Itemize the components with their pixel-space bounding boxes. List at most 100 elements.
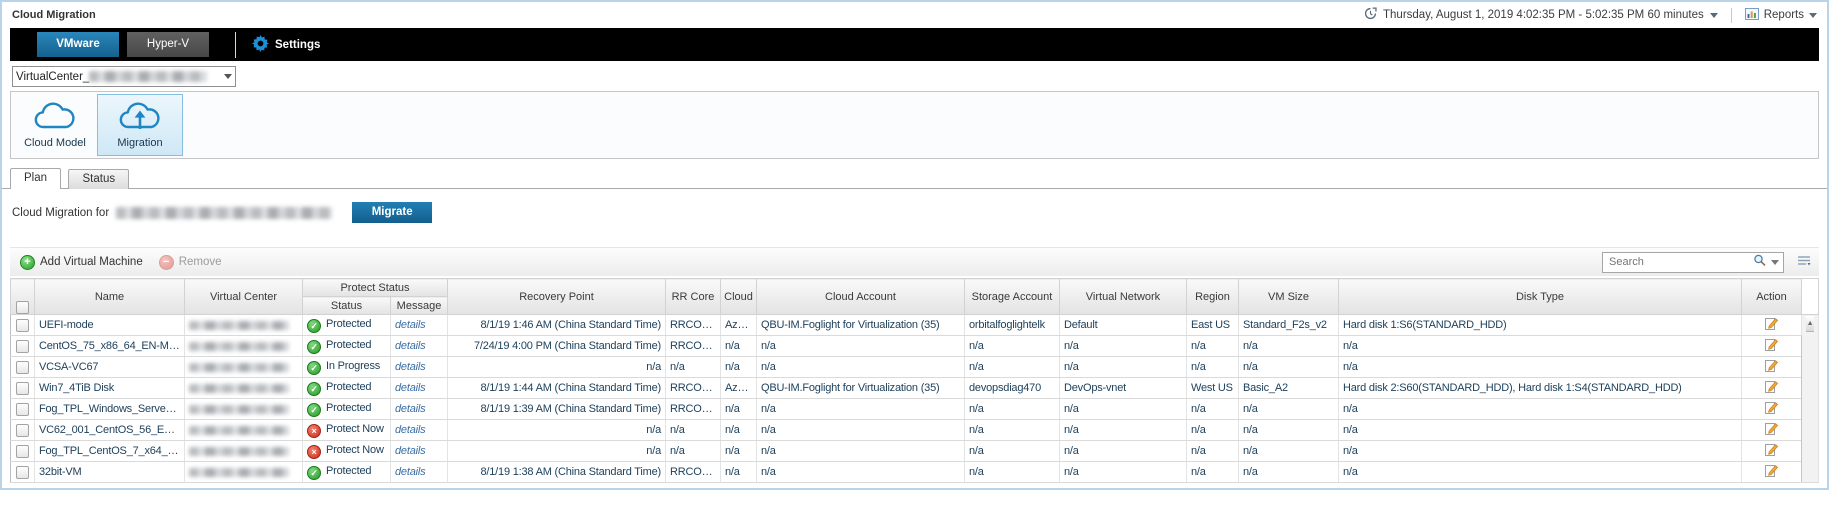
column-header-storage-account[interactable]: Storage Account <box>964 278 1060 315</box>
row-checkbox[interactable] <box>16 402 29 416</box>
cloud-cell: n/a <box>720 356 757 378</box>
column-header-recovery-point[interactable]: Recovery Point <box>447 278 666 315</box>
redacted-text <box>116 206 333 219</box>
edit-icon[interactable] <box>1764 337 1779 355</box>
row-checkbox-cell <box>10 335 35 357</box>
message-cell: details <box>390 335 448 357</box>
row-checkbox-cell <box>10 314 35 336</box>
redacted-text <box>189 446 289 456</box>
search-icon[interactable] <box>1753 254 1767 270</box>
table-scrollbar[interactable]: ▲ <box>1801 314 1819 483</box>
edit-icon[interactable] <box>1764 442 1779 460</box>
protect-status-cell: ✓ Protected <box>302 398 391 420</box>
disk-type-cell: n/a <box>1338 356 1742 378</box>
row-checkbox[interactable] <box>16 381 29 395</box>
cloud-account-cell: n/a <box>756 419 965 441</box>
table-row: UEFI-mode ✓ Protected details 8/1/19 1:46 AM… <box>10 314 1819 483</box>
action-cell <box>1741 335 1802 357</box>
row-checkbox-cell <box>10 377 35 399</box>
details-link[interactable]: details <box>395 340 426 352</box>
region-cell: n/a <box>1186 461 1239 483</box>
tile-cloud-model[interactable]: Cloud Model <box>13 94 97 156</box>
region-cell: West US <box>1186 377 1239 399</box>
details-link[interactable]: details <box>395 445 426 457</box>
grid-customizer-icon[interactable] <box>1797 255 1811 270</box>
edit-icon[interactable] <box>1764 463 1779 481</box>
storage-account-cell: n/a <box>964 419 1060 441</box>
protect-status-cell: ✓ Protected <box>302 461 391 483</box>
column-header-cloud[interactable]: Cloud <box>720 278 757 315</box>
column-header-action[interactable]: Action <box>1741 278 1802 315</box>
cloud-cell: Azure <box>720 314 757 336</box>
virtual-center-select-value: VirtualCenter_ <box>16 70 90 83</box>
column-header-disk-type[interactable]: Disk Type <box>1338 278 1742 315</box>
view-tiles-panel: Cloud Model Migration <box>10 91 1819 159</box>
vm-table-body: UEFI-mode ✓ Protected details 8/1/19 1:46 AM… <box>10 314 1819 483</box>
vmware-button[interactable]: VMware <box>37 32 119 57</box>
action-cell <box>1741 314 1802 336</box>
edit-icon[interactable] <box>1764 379 1779 397</box>
status-check-icon: ✓ <box>307 402 321 417</box>
scroll-up-arrow[interactable]: ▲ <box>1806 316 1814 332</box>
row-checkbox[interactable] <box>16 318 29 332</box>
edit-icon[interactable] <box>1764 400 1779 418</box>
column-header-virtual-network[interactable]: Virtual Network <box>1059 278 1187 315</box>
migration-for-label: Cloud Migration for <box>12 206 110 219</box>
vm-name-cell: Fog_TPL_Windows_Server_201... <box>34 398 185 420</box>
region-cell: n/a <box>1186 356 1239 378</box>
edit-icon[interactable] <box>1764 316 1779 334</box>
column-header-region[interactable]: Region <box>1186 278 1239 315</box>
details-link[interactable]: details <box>395 466 426 478</box>
vm-size-cell: n/a <box>1238 419 1339 441</box>
details-link[interactable]: details <box>395 319 426 331</box>
row-checkbox[interactable] <box>16 423 29 437</box>
row-checkbox-cell <box>10 419 35 441</box>
rr-core-cell: RRCORE2 <box>665 398 721 420</box>
search-options-caret-icon[interactable] <box>1771 259 1779 265</box>
column-header-vm-size[interactable]: VM Size <box>1238 278 1339 315</box>
migrate-button[interactable]: Migrate <box>352 202 433 223</box>
details-link[interactable]: details <box>395 424 426 436</box>
settings-button[interactable]: Settings <box>252 34 320 55</box>
status-label: Protected <box>326 401 372 414</box>
remove-button[interactable]: − Remove <box>158 254 222 270</box>
cloud-migration-page: Cloud Migration Thursday, August 1, 2019… <box>0 0 1829 490</box>
cloud-icon <box>32 101 78 134</box>
status-check-icon: ✓ <box>307 318 321 333</box>
details-link[interactable]: details <box>395 361 426 373</box>
tab-plan[interactable]: Plan <box>10 168 62 189</box>
column-header-rr-core[interactable]: RR Core <box>665 278 721 315</box>
select-all-header-cell <box>10 278 35 315</box>
details-link[interactable]: details <box>395 403 426 415</box>
details-link[interactable]: details <box>395 382 426 394</box>
tile-migration[interactable]: Migration <box>97 94 183 156</box>
row-checkbox[interactable] <box>16 465 29 479</box>
divider <box>1730 7 1732 23</box>
column-header-message[interactable]: Message <box>390 296 448 315</box>
edit-icon[interactable] <box>1764 358 1779 376</box>
column-header-cloud-account[interactable]: Cloud Account <box>756 278 965 315</box>
vm-size-cell: n/a <box>1238 440 1339 462</box>
vm-name-cell: VCSA-VC67 <box>34 356 185 378</box>
column-header-name[interactable]: Name <box>34 278 185 315</box>
row-checkbox[interactable] <box>16 360 29 374</box>
add-virtual-machine-button[interactable]: + Add Virtual Machine <box>20 254 143 270</box>
scrollbar-header-spacer <box>1801 278 1819 315</box>
time-range-selector[interactable]: Thursday, August 1, 2019 4:02:35 PM - 5:… <box>1364 7 1718 23</box>
virtual-center-cell <box>184 335 303 357</box>
reports-menu[interactable]: Reports <box>1744 7 1817 23</box>
vm-size-cell: n/a <box>1238 335 1339 357</box>
virtual-center-cell <box>184 461 303 483</box>
row-checkbox[interactable] <box>16 444 29 458</box>
tab-status[interactable]: Status <box>68 169 130 189</box>
hyperv-button[interactable]: Hyper-V <box>127 32 209 57</box>
disk-type-cell: n/a <box>1338 440 1742 462</box>
redacted-text <box>189 467 289 477</box>
column-header-virtual-center[interactable]: Virtual Center <box>184 278 303 315</box>
search-input[interactable] <box>1607 255 1753 269</box>
select-all-checkbox[interactable] <box>16 301 29 314</box>
virtual-center-select[interactable]: VirtualCenter_ <box>12 66 236 87</box>
edit-icon[interactable] <box>1764 421 1779 439</box>
column-header-status[interactable]: Status <box>302 296 391 315</box>
row-checkbox[interactable] <box>16 339 29 353</box>
